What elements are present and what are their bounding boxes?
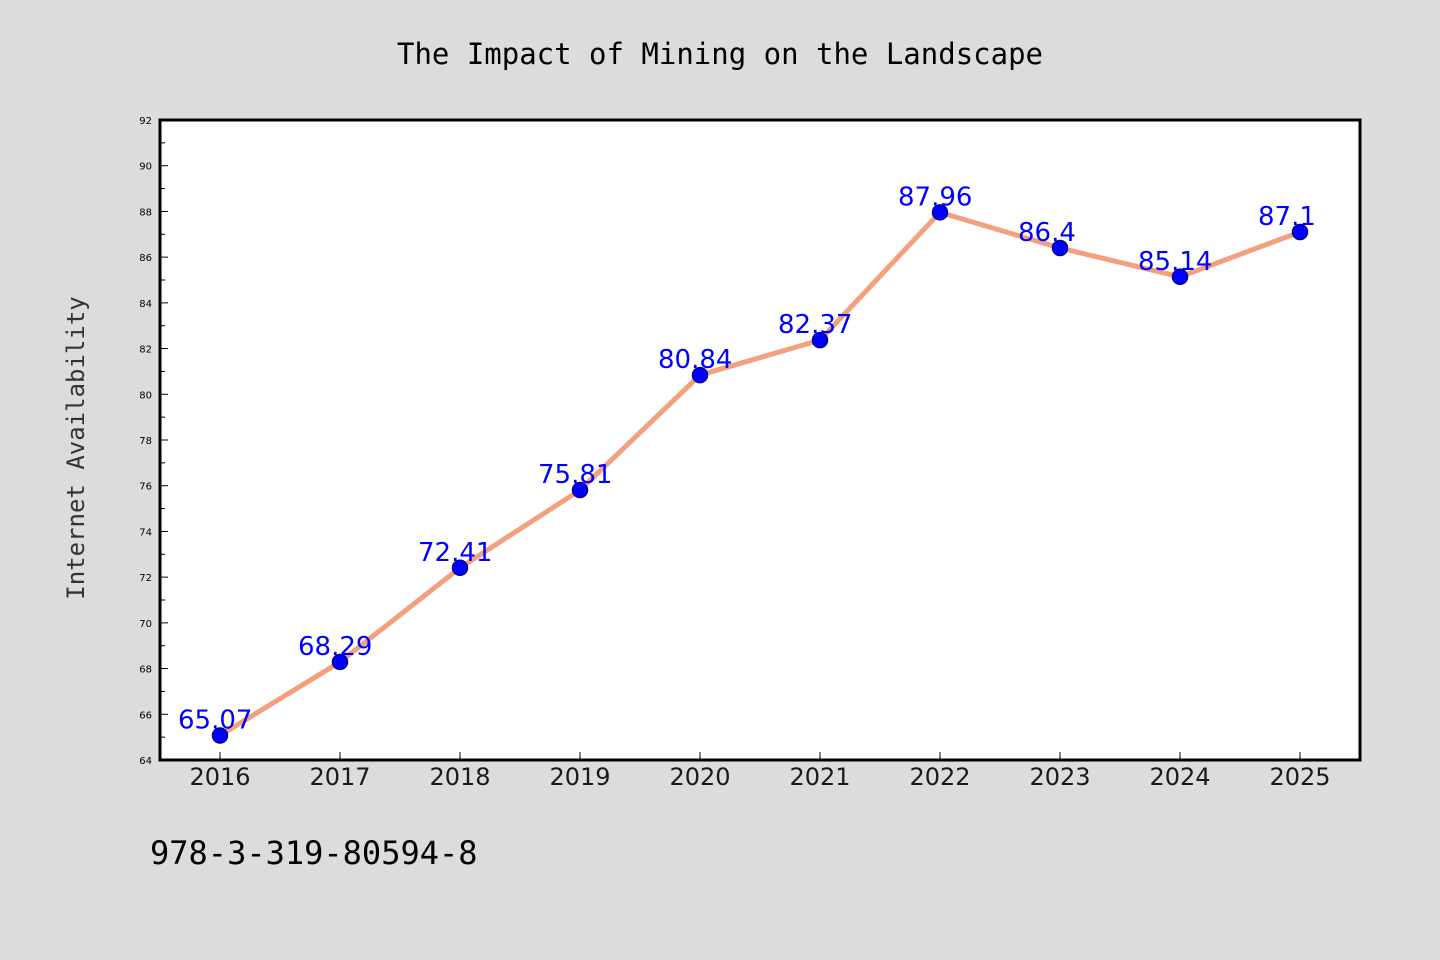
data-point: [1051, 239, 1069, 257]
data-label: 82.37: [778, 310, 852, 340]
y-tick-label: 84: [139, 299, 152, 310]
x-tick-label: 2016: [189, 763, 250, 791]
x-tick-label: 2020: [669, 763, 730, 791]
series-line-group: [217, 209, 1303, 739]
data-label: 80.84: [658, 345, 732, 375]
data-label: 87.1: [1258, 202, 1316, 232]
data-point: [331, 653, 349, 671]
y-tick-label: 86: [139, 253, 152, 264]
x-tick-label: 2018: [429, 763, 490, 791]
x-tick-label: 2021: [789, 763, 850, 791]
y-axis-ticks: 64 66 68 70 72 74 76 78 80 82 84 86 88 90 92: [139, 116, 168, 767]
data-point: [211, 727, 229, 744]
data-labels: 65.07 68.29 72.41 75.81 80.84 82.37 87.96 86.4 8…: [178, 182, 1316, 735]
y-tick-label: 82: [139, 345, 152, 356]
data-label: 75.81: [538, 460, 612, 490]
data-label: 72.41: [418, 538, 492, 568]
x-tick-label: 2019: [549, 763, 610, 791]
data-point: [571, 481, 589, 499]
y-tick-label: 70: [139, 619, 152, 630]
y-tick-label: 88: [139, 207, 152, 218]
data-point: [1171, 268, 1189, 286]
data-point: [931, 204, 949, 221]
data-point: [691, 366, 709, 384]
y-tick-label: 68: [139, 665, 152, 676]
data-label: 87.96: [898, 182, 972, 212]
y-tick-label: 92: [139, 116, 152, 127]
data-point: [451, 559, 469, 577]
data-markers: [211, 204, 1309, 744]
y-tick-label: 90: [139, 162, 152, 173]
y-axis-label: Internet Availability: [62, 296, 90, 599]
x-tick-label: 2023: [1029, 763, 1090, 791]
data-point: [1291, 223, 1309, 241]
plot-area: [158, 118, 1362, 762]
y-tick-label: 64: [139, 756, 152, 767]
x-tick-label: 2022: [909, 763, 970, 791]
x-tick-label: 2025: [1269, 763, 1330, 791]
y-tick-label: 78: [139, 436, 152, 447]
y-tick-label: 66: [139, 710, 152, 721]
y-tick-label: 74: [139, 527, 152, 538]
data-point: [811, 331, 829, 349]
x-axis-ticks: 2016 2017 2018 2019 2020 2021 2022 2023 2024 2025: [189, 752, 1331, 791]
x-tick-label: 2017: [309, 763, 370, 791]
series-line: [217, 209, 1303, 739]
y-tick-label: 76: [139, 482, 152, 493]
y-tick-label: 80: [139, 390, 152, 401]
data-label: 65.07: [178, 706, 252, 736]
data-label: 86.4: [1018, 218, 1076, 248]
data-label: 68.29: [298, 632, 372, 662]
chart-title: The Impact of Mining on the Landscape: [397, 37, 1043, 71]
data-label: 85.14: [1138, 247, 1212, 277]
y-tick-label: 72: [139, 573, 152, 584]
footer-code: 978-3-319-80594-8: [150, 834, 478, 872]
x-tick-label: 2024: [1149, 763, 1210, 791]
